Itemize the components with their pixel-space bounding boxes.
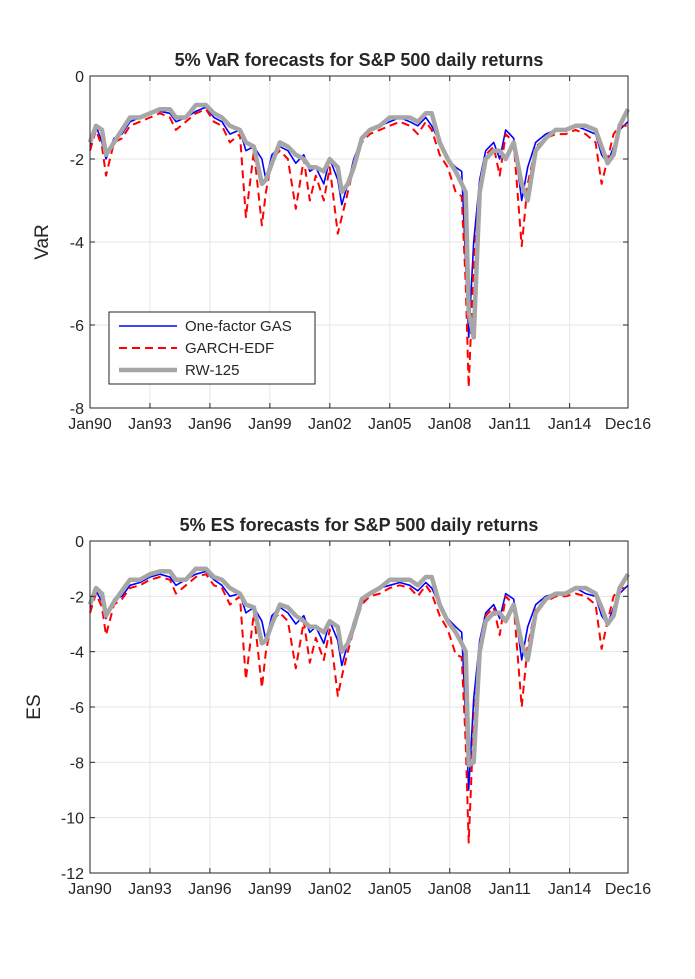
x-tick-label: Jan14 (548, 881, 592, 898)
y-tick-label: -4 (70, 645, 84, 662)
x-tick-label: Jan08 (428, 881, 472, 898)
x-tick-label: Jan14 (548, 416, 592, 433)
x-tick-label: Jan90 (68, 416, 112, 433)
x-tick-label: Jan02 (308, 881, 352, 898)
y-tick-label: 0 (75, 534, 84, 551)
x-tick-label: Jan99 (248, 416, 292, 433)
y-tick-label: -8 (70, 755, 84, 772)
y-tick-label: 0 (75, 69, 84, 86)
y-tick-label: -10 (61, 811, 84, 828)
series-line-rw-125 (87, 102, 631, 340)
x-tick-label: Jan05 (368, 416, 412, 433)
x-tick-label: Jan93 (128, 881, 172, 898)
x-tick-label: Dec16 (605, 416, 651, 433)
x-tick-label: Jan05 (368, 881, 412, 898)
x-tick-label: Dec16 (605, 881, 651, 898)
x-tick-label: Jan96 (188, 881, 232, 898)
y-tick-label: -6 (70, 318, 84, 335)
x-tick-label: Jan02 (308, 416, 352, 433)
y-axis-label: ES (24, 694, 45, 719)
y-tick-label: -4 (70, 235, 84, 252)
y-tick-label: -2 (70, 152, 84, 169)
x-tick-label: Jan08 (428, 416, 472, 433)
x-tick-label: Jan11 (488, 416, 531, 433)
legend-entry: GARCH-EDF (185, 340, 274, 357)
legend-entry: One-factor GAS (185, 318, 292, 335)
y-tick-label: -8 (70, 401, 84, 418)
y-tick-label: -12 (61, 866, 84, 883)
x-tick-label: Jan90 (68, 881, 112, 898)
x-tick-label: Jan99 (248, 881, 292, 898)
series-line-rw-125 (87, 566, 630, 768)
chart-title: 5% VaR forecasts for S&P 500 daily retur… (175, 50, 544, 70)
x-tick-label: Jan11 (488, 881, 531, 898)
chart-title: 5% ES forecasts for S&P 500 daily return… (180, 515, 539, 535)
x-tick-label: Jan93 (128, 416, 172, 433)
y-axis-label: VaR (32, 224, 53, 260)
legend-entry: RW-125 (185, 362, 239, 379)
y-tick-label: -6 (70, 700, 84, 717)
y-tick-label: -2 (70, 589, 84, 606)
x-tick-label: Jan96 (188, 416, 232, 433)
